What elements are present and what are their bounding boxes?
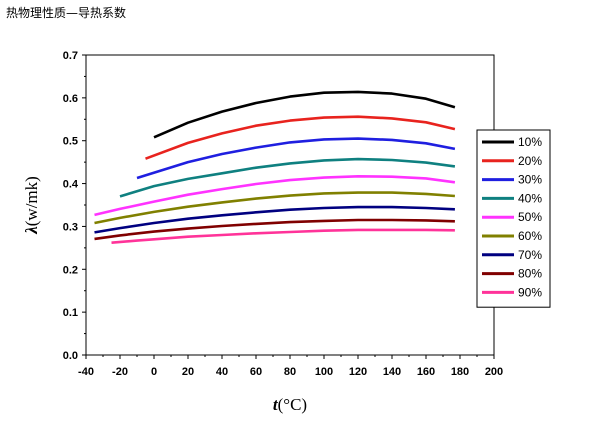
x-axis: -40 -20 0 20 40 60 80 100 120 140 160 180 200 xyxy=(78,355,503,378)
legend: 10% 20% 30% 40% 50% 60% 70% 80% 90% xyxy=(476,129,551,308)
x-tick-label: 120 xyxy=(349,366,367,378)
legend-label: 50% xyxy=(518,210,542,224)
x-tick-label: 140 xyxy=(383,366,401,378)
x-tick-label: 160 xyxy=(417,366,435,378)
x-tick-label: 60 xyxy=(250,366,262,378)
legend-label: 60% xyxy=(518,229,542,243)
x-tick-label: 100 xyxy=(315,366,333,378)
y-tick-label: 0.6 xyxy=(63,93,78,105)
series-line-90pct xyxy=(111,228,455,244)
legend-label: 30% xyxy=(518,173,542,187)
series-line-80pct xyxy=(94,218,455,241)
series-line-40pct xyxy=(119,157,456,198)
series-line-70pct xyxy=(94,205,455,234)
x-tick-label: 40 xyxy=(216,366,228,378)
legend-label: 90% xyxy=(518,285,542,299)
x-tick-label: 0 xyxy=(151,366,157,378)
x-tick-label: -40 xyxy=(78,366,94,378)
legend-label: 80% xyxy=(518,267,542,281)
x-tick-label: 20 xyxy=(182,366,194,378)
y-tick-label: 0.7 xyxy=(63,50,78,62)
y-tick-label: 0.0 xyxy=(63,350,78,362)
y-tick-label: 0.5 xyxy=(63,136,78,148)
legend-label: 40% xyxy=(518,191,542,205)
legend-label: 70% xyxy=(518,248,542,262)
y-tick-label: 0.4 xyxy=(63,179,79,191)
y-axis-title: λ(w/mk) xyxy=(22,176,41,235)
x-tick-label: -20 xyxy=(112,366,128,378)
series-line-30pct xyxy=(136,137,456,180)
x-tick-label: 180 xyxy=(451,366,469,378)
series-line-20pct xyxy=(145,115,456,160)
series-line-10pct xyxy=(153,90,456,139)
chart-caption: 热物理性质—导热系数 xyxy=(6,6,127,20)
y-tick-label: 0.2 xyxy=(63,264,78,276)
y-axis: 0.0 0.1 0.2 0.3 0.4 0.5 0.6 0.7 xyxy=(63,50,86,362)
x-tick-label: 80 xyxy=(284,366,296,378)
x-axis-title: t(°C) xyxy=(273,395,307,414)
legend-label: 10% xyxy=(518,135,542,149)
x-tick-label: 200 xyxy=(485,366,503,378)
legend-label: 20% xyxy=(518,154,542,168)
y-tick-label: 0.1 xyxy=(63,307,78,319)
series-layer xyxy=(94,90,456,244)
y-tick-label: 0.3 xyxy=(63,221,78,233)
series-line-50pct xyxy=(94,175,456,217)
series-line-60pct xyxy=(94,191,455,225)
